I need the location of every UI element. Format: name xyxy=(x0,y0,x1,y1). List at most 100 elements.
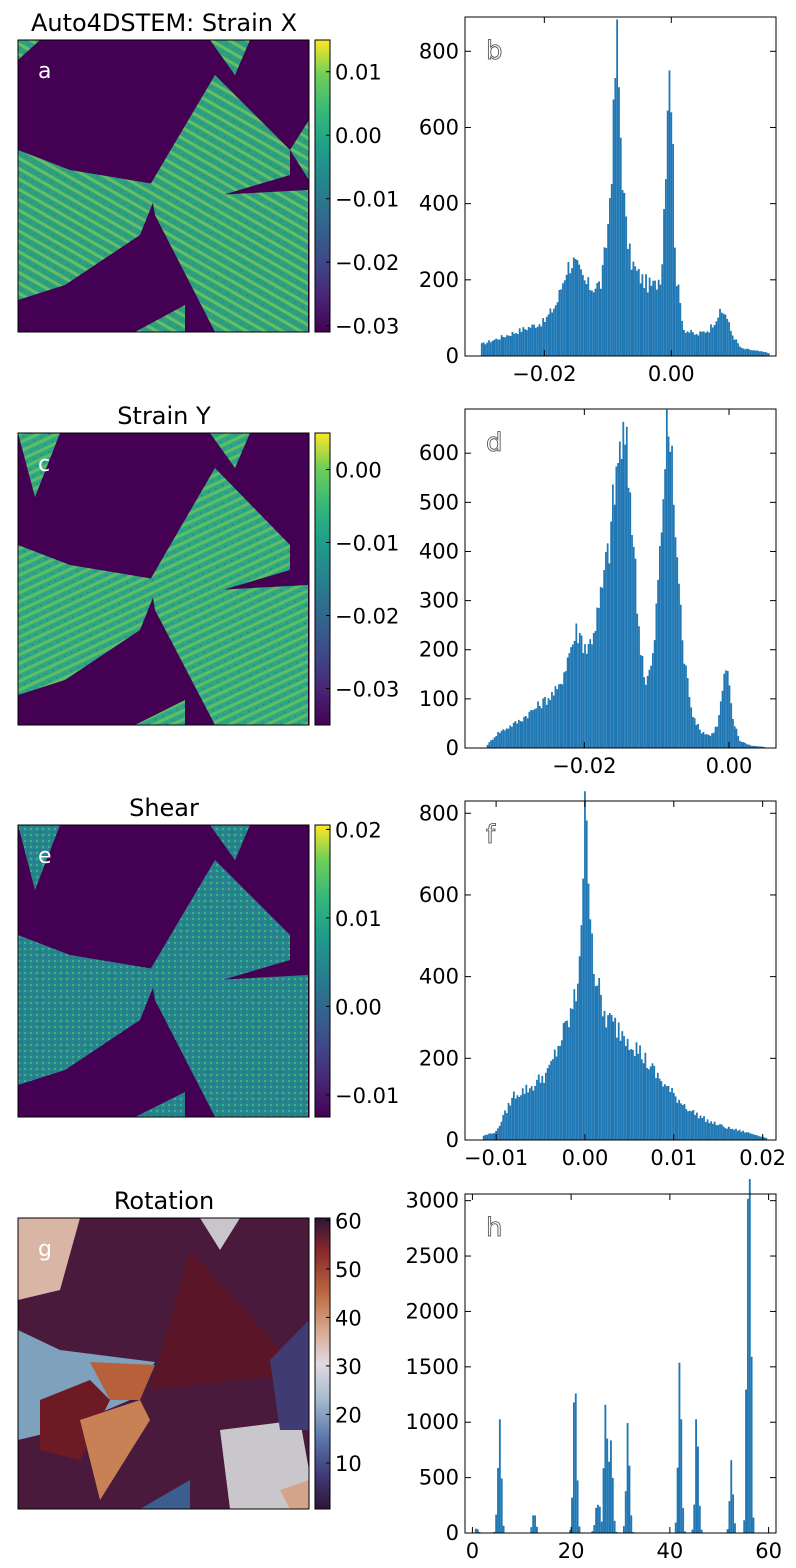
histogram-bar xyxy=(488,1133,490,1140)
histogram-bar xyxy=(546,1068,549,1140)
histogram-bar xyxy=(531,324,534,356)
histogram-bar xyxy=(691,1529,694,1533)
histogram-bar xyxy=(664,179,667,356)
histogram-bar xyxy=(733,726,736,748)
histogram-bar xyxy=(572,1402,575,1533)
histogram-bar xyxy=(701,331,703,356)
histogram-bar xyxy=(618,87,620,357)
histogram-bar xyxy=(505,728,508,748)
histogram-bar xyxy=(740,347,743,356)
histogram-bar xyxy=(716,726,719,748)
histogram-bar xyxy=(587,643,590,748)
histogram-bar xyxy=(563,672,566,748)
histogram-bar xyxy=(730,1460,733,1533)
histogram-bar xyxy=(636,613,639,748)
histogram-bar xyxy=(491,739,494,748)
histogram-strain-y: 0 100 200 300 400 500 600 −0.02 0.00 d xyxy=(419,408,777,778)
x-tick-label: 60 xyxy=(755,1539,782,1563)
histogram-bar xyxy=(502,1114,505,1140)
histogram-bar xyxy=(534,1515,536,1533)
histogram-bar xyxy=(524,716,527,748)
histogram-bar xyxy=(519,721,522,748)
histogram-bar xyxy=(530,1527,533,1533)
histogram-bar xyxy=(679,604,682,748)
histogram-bar xyxy=(533,709,536,748)
histogram-bar xyxy=(650,285,653,356)
histogram-bar xyxy=(625,216,628,356)
histogram-bar xyxy=(754,1134,757,1140)
histogram-bar xyxy=(724,1128,727,1140)
histogram-bar xyxy=(640,1059,643,1140)
histogram-bar xyxy=(695,724,698,748)
colorbar-tick-label: 0.02 xyxy=(335,818,382,842)
histogram-bar xyxy=(762,351,765,356)
histogram-bar xyxy=(639,283,642,356)
histogram-bar xyxy=(533,324,536,356)
histogram-bar xyxy=(695,1419,698,1533)
histogram-bar xyxy=(764,351,767,356)
histogram-bar xyxy=(721,690,724,748)
histogram-bar xyxy=(582,878,585,1140)
histogram-bar xyxy=(587,277,590,356)
histogram-bar xyxy=(576,1480,579,1533)
histogram-bar xyxy=(738,1129,741,1140)
histogram-bar xyxy=(550,1060,553,1140)
histogram-bar xyxy=(498,1419,501,1533)
histogram-bar xyxy=(488,340,490,356)
histogram-bar xyxy=(511,331,514,356)
panel-label-h: h xyxy=(486,1213,502,1243)
histogram-bar xyxy=(552,1059,554,1140)
histogram-bar xyxy=(578,956,581,1140)
histogram-bar xyxy=(589,639,592,748)
histogram-bar xyxy=(611,1477,614,1533)
histogram-bar xyxy=(591,933,593,1140)
histogram-bar xyxy=(692,716,694,748)
colorbar-tick-label: 0.00 xyxy=(335,124,382,148)
histogram-bar xyxy=(614,78,617,356)
histogram-bar xyxy=(521,1088,524,1140)
histogram-bar xyxy=(578,1526,581,1533)
histogram-bar xyxy=(523,716,525,748)
histogram-bar xyxy=(605,1027,608,1140)
histogram-bar xyxy=(572,257,575,356)
histogram-bar xyxy=(681,640,684,748)
histogram-bar xyxy=(495,1514,498,1533)
histogram-bar xyxy=(531,710,534,748)
histogram-bar xyxy=(685,665,687,748)
histogram-bar xyxy=(719,701,722,748)
histogram-bar xyxy=(683,329,685,356)
histogram-bar xyxy=(489,1133,492,1140)
histogram-bar xyxy=(662,1086,665,1140)
histogram-bar xyxy=(648,1069,650,1140)
histogram-bar xyxy=(733,1129,736,1140)
histogram-rotation: 0 500 1000 1500 2000 2500 3000 0 20 40 60 h xyxy=(406,1179,782,1563)
histogram-bar xyxy=(676,1467,679,1533)
histogram-bar xyxy=(641,655,644,748)
histogram-bar xyxy=(610,1015,613,1140)
colorbar-rotation: 60 50 40 30 20 10 xyxy=(314,1209,362,1510)
histogram-bar xyxy=(731,335,734,356)
histogram-bar xyxy=(700,1529,703,1533)
histogram-bar xyxy=(559,1045,561,1140)
histogram-bar xyxy=(711,327,714,356)
histogram-bar xyxy=(658,1078,661,1140)
histogram-bar xyxy=(598,607,600,748)
histogram-bar xyxy=(525,1084,528,1140)
panel-label-c: c xyxy=(38,452,50,477)
histogram-bar xyxy=(699,331,702,356)
histogram-bar xyxy=(715,321,718,356)
histogram-shear: 0 200 400 600 800 −0.01 0.00 0.01 0.02 f xyxy=(419,791,786,1170)
histogram-bar xyxy=(524,329,526,356)
colorbar-tick-label: 30 xyxy=(335,1355,362,1379)
histogram-bar xyxy=(732,718,734,748)
histogram-bar xyxy=(693,1504,696,1533)
histogram-bar xyxy=(484,1134,487,1140)
histogram-bar xyxy=(657,279,660,356)
histogram-bar xyxy=(502,729,505,748)
histogram-bar xyxy=(594,630,597,748)
histogram-bar xyxy=(695,334,698,356)
histogram-frame xyxy=(464,408,777,749)
histogram-bar xyxy=(632,261,635,356)
x-tick-label: 0.00 xyxy=(706,754,753,778)
histogram-bar xyxy=(699,1115,702,1140)
